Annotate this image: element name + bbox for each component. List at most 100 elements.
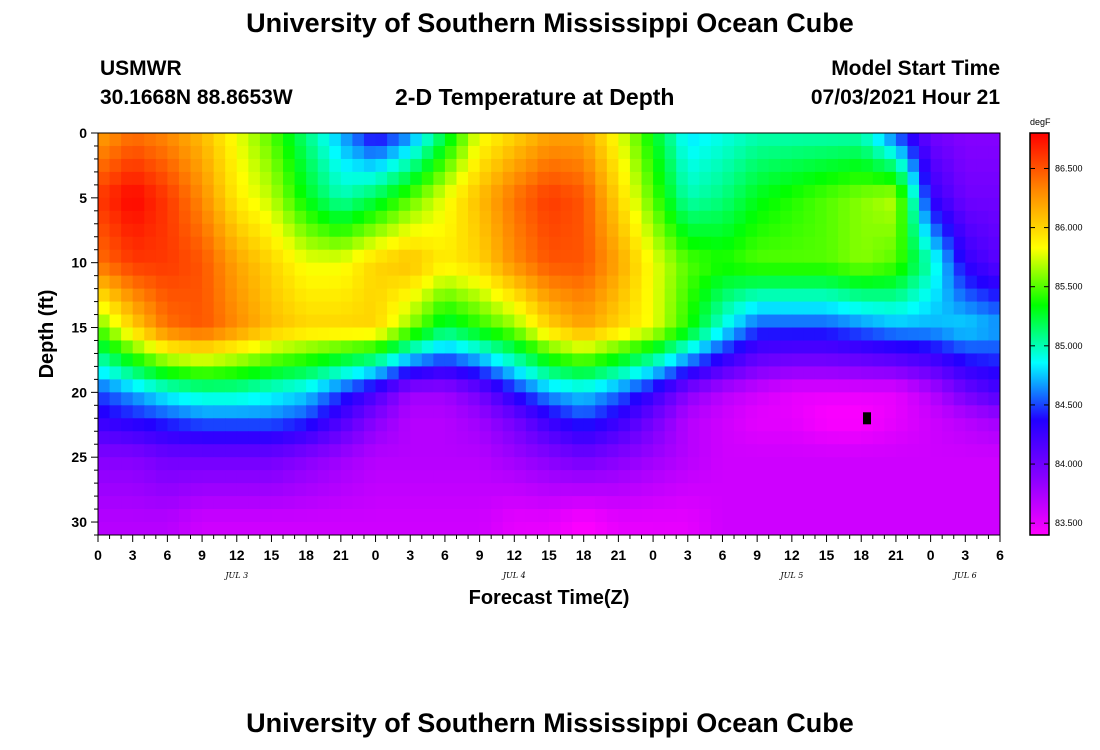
heatmap-cell bbox=[722, 392, 735, 406]
heatmap-cell bbox=[606, 444, 619, 458]
heatmap-cell bbox=[930, 509, 943, 523]
heatmap-cell bbox=[514, 366, 527, 380]
heatmap-cell bbox=[259, 405, 273, 419]
heatmap-cell bbox=[525, 223, 539, 238]
heatmap-cell bbox=[479, 496, 492, 510]
heatmap-cell bbox=[363, 340, 377, 355]
heatmap-cell bbox=[375, 379, 388, 393]
heatmap-cell bbox=[387, 509, 400, 523]
heatmap-cell bbox=[283, 353, 296, 368]
heatmap-cell bbox=[98, 327, 111, 342]
heatmap-cell bbox=[294, 444, 307, 458]
heatmap-cell bbox=[583, 509, 596, 523]
heatmap-cell bbox=[98, 210, 111, 225]
heatmap-cell bbox=[121, 210, 134, 225]
heatmap-cell bbox=[329, 145, 342, 160]
heatmap-cell bbox=[606, 327, 619, 342]
heatmap-cell bbox=[525, 392, 539, 406]
heatmap-cell bbox=[363, 431, 377, 445]
heatmap-cell bbox=[537, 340, 550, 355]
heatmap-cell bbox=[109, 262, 122, 277]
colorbar-tick-label: 86.000 bbox=[1055, 223, 1083, 233]
heatmap-cell bbox=[618, 223, 631, 238]
x-tick-label: 12 bbox=[507, 547, 523, 563]
heatmap-cell bbox=[814, 314, 828, 329]
heatmap-cell bbox=[456, 197, 469, 212]
heatmap-cell bbox=[583, 483, 596, 497]
heatmap-cell bbox=[942, 249, 955, 264]
heatmap-cell bbox=[468, 171, 481, 186]
heatmap-cell bbox=[826, 392, 839, 406]
heatmap-cell bbox=[421, 184, 434, 199]
heatmap-cell bbox=[814, 522, 828, 535]
heatmap-cell bbox=[907, 236, 920, 251]
heatmap-cell bbox=[340, 301, 354, 316]
heatmap-cell bbox=[421, 353, 434, 368]
heatmap-cell bbox=[514, 431, 527, 445]
heatmap-cell bbox=[791, 522, 805, 535]
heatmap-cell bbox=[132, 197, 145, 212]
heatmap-cell bbox=[664, 249, 677, 264]
heatmap-cell bbox=[213, 314, 226, 329]
heatmap-cell bbox=[340, 133, 354, 147]
heatmap-cell bbox=[271, 210, 284, 225]
heatmap-cell bbox=[190, 418, 203, 432]
heatmap-cell bbox=[144, 379, 157, 393]
heatmap-cell bbox=[907, 431, 920, 445]
heatmap-cell bbox=[838, 275, 851, 290]
heatmap-cell bbox=[930, 340, 943, 355]
heatmap-cell bbox=[410, 496, 423, 510]
heatmap-cell bbox=[664, 223, 677, 238]
heatmap-cell bbox=[641, 444, 654, 458]
heatmap-cell bbox=[121, 133, 134, 147]
heatmap-cell bbox=[942, 496, 955, 510]
heatmap-cell bbox=[653, 392, 666, 406]
heatmap-cell bbox=[340, 275, 354, 290]
heatmap-cell bbox=[456, 483, 469, 497]
heatmap-cell bbox=[225, 184, 238, 199]
heatmap-cell bbox=[791, 210, 805, 225]
heatmap-cell bbox=[121, 314, 134, 329]
heatmap-cell bbox=[236, 431, 249, 445]
heatmap-cell bbox=[895, 496, 909, 510]
heatmap-cell bbox=[722, 522, 735, 535]
heatmap-cell bbox=[537, 496, 550, 510]
heatmap-cell bbox=[826, 210, 839, 225]
heatmap-cell bbox=[745, 275, 758, 290]
heatmap-cell bbox=[641, 249, 654, 264]
heatmap-cell bbox=[676, 366, 689, 380]
heatmap-cell bbox=[919, 133, 932, 147]
heatmap-cell bbox=[178, 301, 192, 316]
heatmap-cell bbox=[814, 145, 828, 160]
heatmap-cell bbox=[387, 392, 400, 406]
heatmap-cell bbox=[549, 405, 562, 419]
heatmap-cell bbox=[618, 133, 631, 147]
heatmap-cell bbox=[144, 496, 157, 510]
heatmap-cell bbox=[444, 340, 458, 355]
heatmap-cell bbox=[895, 223, 909, 238]
heatmap-cell bbox=[363, 288, 377, 303]
heatmap-cell bbox=[641, 210, 654, 225]
heatmap-cell bbox=[722, 262, 735, 277]
heatmap-cell bbox=[919, 366, 932, 380]
heatmap-cell bbox=[98, 379, 111, 393]
x-tick-label: 6 bbox=[719, 547, 727, 563]
heatmap-cell bbox=[225, 275, 238, 290]
heatmap-cell bbox=[433, 249, 446, 264]
heatmap-cell bbox=[768, 184, 781, 199]
heatmap-cell bbox=[988, 353, 1000, 368]
heatmap-cell bbox=[953, 353, 966, 368]
heatmap-cell bbox=[121, 353, 134, 368]
heatmap-cell bbox=[167, 340, 180, 355]
heatmap-cell bbox=[109, 418, 122, 432]
heatmap-cell bbox=[537, 158, 550, 173]
heatmap-cell bbox=[768, 509, 781, 523]
heatmap-cell bbox=[757, 366, 770, 380]
heatmap-cell bbox=[294, 366, 307, 380]
heatmap-cell bbox=[676, 496, 689, 510]
heatmap-cell bbox=[676, 210, 689, 225]
heatmap-cell bbox=[629, 145, 643, 160]
heatmap-cell bbox=[722, 288, 735, 303]
heatmap-cell bbox=[433, 405, 446, 419]
heatmap-cell bbox=[444, 197, 458, 212]
